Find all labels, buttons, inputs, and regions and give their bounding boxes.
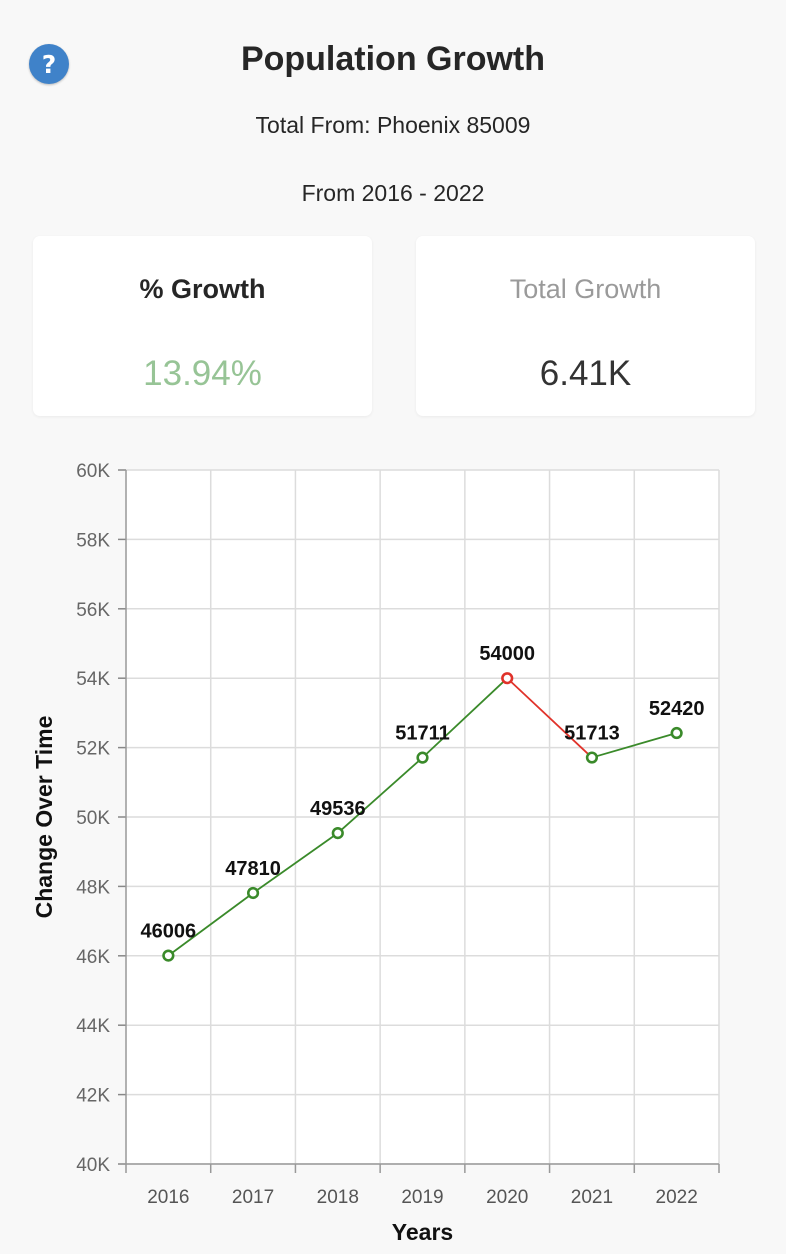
data-label: 46006	[141, 921, 197, 943]
total-growth-value: 6.41K	[539, 354, 632, 393]
x-tick-label: 2018	[317, 1187, 359, 1208]
data-label: 51711	[395, 723, 450, 745]
data-point	[162, 949, 175, 962]
series-line-segment	[421, 677, 508, 759]
data-point	[331, 827, 344, 840]
data-point	[416, 751, 429, 764]
y-tick-label: 48K	[76, 877, 110, 898]
date-range-label: From 2016 - 2022	[301, 180, 485, 206]
help-icon[interactable]: ?	[29, 44, 69, 84]
data-label: 49536	[310, 798, 366, 820]
percent-growth-card: % Growth 13.94%	[33, 236, 372, 416]
series-line-segment	[167, 892, 254, 957]
x-tick-label: 2019	[401, 1187, 443, 1208]
y-tick-label: 52K	[76, 739, 110, 760]
population-line-chart: 40K 42K 44K 46K 48K 50K 52K 54K 56K 58K 60K 2016 201…	[31, 461, 720, 1245]
x-tick-label: 2022	[656, 1187, 698, 1208]
series-line-segment	[591, 732, 677, 759]
y-tick-label: 56K	[76, 600, 110, 621]
x-tick-label: 2020	[486, 1187, 528, 1208]
percent-growth-label: % Growth	[139, 274, 266, 304]
y-tick-label: 50K	[76, 808, 110, 829]
y-axis-title: Change Over Time	[31, 716, 57, 919]
data-label: 47810	[225, 858, 281, 880]
percent-growth-value: 13.94%	[143, 354, 262, 393]
x-tick-label: 2021	[571, 1187, 613, 1208]
y-tick-label: 44K	[76, 1016, 110, 1037]
data-label: 54000	[479, 643, 535, 665]
data-point	[501, 672, 514, 685]
data-point	[670, 726, 683, 740]
data-label: 51713	[564, 723, 620, 745]
total-growth-card[interactable]: Total Growth 6.41K	[416, 236, 755, 416]
y-tick-label: 58K	[76, 530, 110, 551]
location-subtitle: Total From: Phoenix 85009	[255, 112, 531, 138]
y-tick-label: 60K	[76, 461, 110, 482]
x-axis-title: Years	[392, 1219, 453, 1245]
y-tick-label: 40K	[76, 1155, 110, 1176]
total-growth-label: Total Growth	[509, 274, 662, 304]
page-title: Population Growth	[240, 40, 546, 78]
series-line-segment	[506, 677, 593, 759]
data-point	[246, 886, 260, 900]
data-point	[585, 751, 599, 764]
data-label: 52420	[649, 698, 705, 720]
y-tick-label: 46K	[76, 947, 110, 968]
series-line-segment	[252, 832, 339, 894]
series-line-segment	[337, 756, 424, 834]
y-tick-label: 42K	[76, 1086, 110, 1107]
y-tick-label: 54K	[76, 669, 110, 690]
x-tick-label: 2017	[232, 1187, 274, 1208]
x-tick-label: 2016	[147, 1187, 189, 1208]
